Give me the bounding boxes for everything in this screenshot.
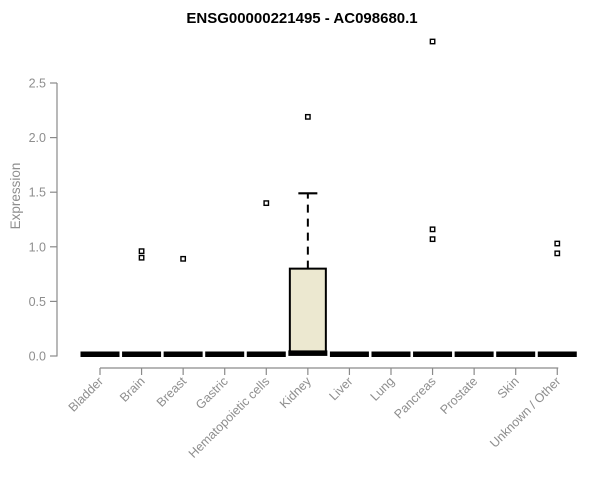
outlier-kidney [304, 113, 311, 120]
median-bar-breast [163, 351, 203, 357]
y-tick-label: 2.0 [29, 131, 46, 145]
x-tick-label-liver: Liver [326, 374, 355, 403]
outlier-breast [180, 255, 187, 262]
outlier-brain [138, 254, 145, 261]
x-tick-label-hematopoietic-cells: Hematopoietic cells [186, 374, 273, 461]
outlier-pancreas [429, 236, 436, 243]
median-bar-hematopoietic-cells [246, 351, 286, 357]
median-bar-unknown-other [537, 351, 577, 357]
median-bar-brain [122, 351, 162, 357]
x-tick-label-skin: Skin [495, 374, 522, 401]
median-bar-kidney [288, 350, 328, 356]
outlier-pancreas [429, 226, 436, 233]
x-tick-label-prostate: Prostate [437, 374, 480, 417]
y-tick-label: 1.0 [29, 240, 46, 254]
x-tick-label-bladder: Bladder [66, 374, 106, 414]
x-tick-label-lung: Lung [368, 374, 398, 404]
x-tick-label-unknown-other: Unknown / Other [487, 374, 563, 450]
median-bar-pancreas [413, 351, 453, 357]
x-tick-label-kidney: Kidney [277, 374, 314, 411]
median-bar-bladder [80, 351, 120, 357]
median-bar-prostate [454, 351, 494, 357]
x-tick-label-breast: Breast [154, 374, 190, 410]
y-tick-label: 0.5 [29, 295, 46, 309]
y-tick-label: 1.5 [29, 186, 46, 200]
x-tick-label-gastric: Gastric [193, 374, 231, 412]
outlier-brain [138, 248, 145, 255]
chart-title: ENSG00000221495 - AC098680.1 [186, 10, 417, 27]
x-tick-label-pancreas: Pancreas [391, 374, 438, 421]
plot-area: 0.0 0.5 1.0 1.5 2.0 2.5 Bladder Brain Breast Gast… [29, 38, 577, 461]
y-tick-label: 2.5 [29, 77, 46, 91]
median-bar-liver [329, 351, 369, 357]
median-bar-lung [371, 351, 411, 357]
x-tick-label-brain: Brain [117, 374, 148, 405]
outlier-unknown-other [554, 250, 561, 257]
outlier-pancreas [429, 38, 436, 45]
outlier-hematopoietic-cells [263, 200, 270, 207]
median-bar-gastric [205, 351, 245, 357]
outlier-unknown-other [554, 240, 561, 247]
median-bar-skin [496, 351, 536, 357]
y-tick-label: 0.0 [29, 350, 46, 364]
box-kidney [288, 267, 327, 355]
y-axis-title: Expression [8, 163, 23, 230]
